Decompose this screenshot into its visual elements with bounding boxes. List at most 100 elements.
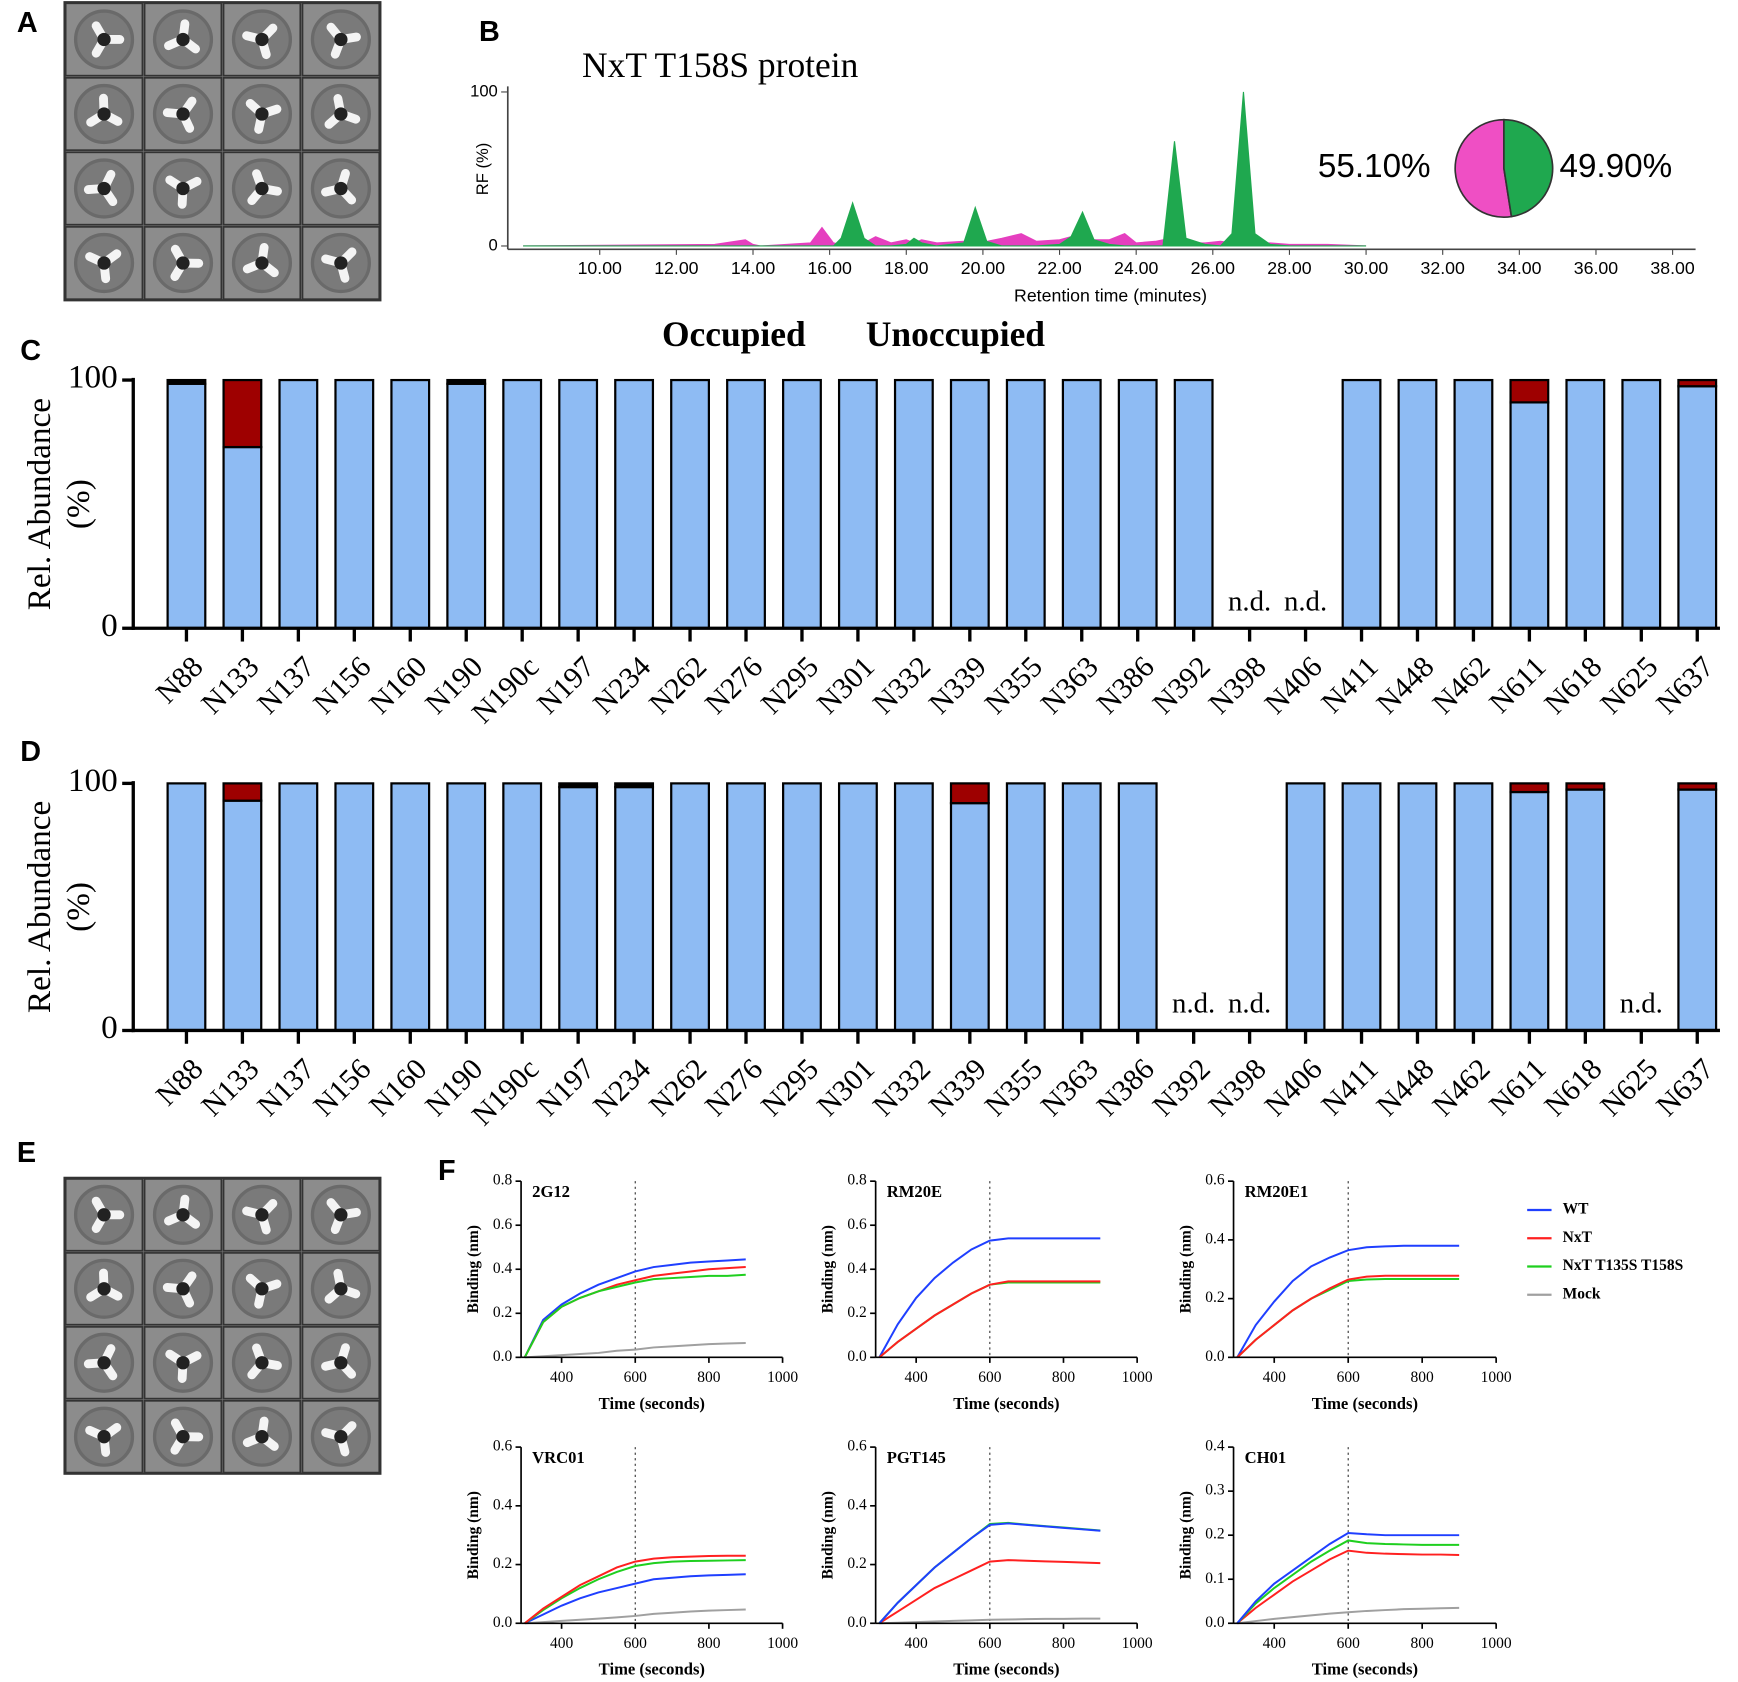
y-tick-label: 0	[101, 1009, 118, 1046]
y-axis-label: (%)	[60, 479, 97, 529]
x-tick-label: N406	[1258, 1052, 1328, 1122]
chart-title: RM20E	[887, 1182, 942, 1201]
x-tick-label: N392	[1146, 1052, 1216, 1122]
x-tick-label: 400	[1263, 1369, 1287, 1386]
y-tick-label: 100	[68, 359, 118, 396]
particle-core	[97, 181, 111, 196]
particle-core	[255, 256, 269, 270]
x-tick-label: N234	[587, 1052, 657, 1122]
particle-core	[176, 107, 190, 121]
bar-segment	[1397, 378, 1438, 630]
y-tick-label: 0.4	[493, 1496, 513, 1513]
bar-segment	[1341, 378, 1382, 630]
bar-segment	[1509, 401, 1550, 630]
bar-segment	[1005, 782, 1046, 1032]
x-tick-label: 400	[905, 1635, 929, 1652]
x-tick-label: N133	[195, 1052, 265, 1122]
particle-core	[97, 32, 111, 47]
bar-segment	[837, 782, 878, 1032]
x-tick-label: 400	[905, 1369, 929, 1386]
x-tick-label: 400	[550, 1369, 574, 1386]
particle-core	[97, 107, 111, 121]
x-tick-label: 30.00	[1344, 258, 1388, 278]
bar-segment	[558, 782, 599, 789]
bar-segment	[782, 782, 822, 1032]
x-tick-label: 600	[1337, 1369, 1361, 1386]
bar-segment	[837, 378, 878, 630]
x-tick-label: N262	[643, 650, 713, 720]
bar-segment	[278, 782, 319, 1032]
x-tick-label: N295	[755, 650, 825, 720]
x-tick-label: 800	[1411, 1635, 1435, 1652]
y-tick-label: 0.2	[493, 1304, 512, 1321]
binding-curve	[879, 1617, 1101, 1625]
binding-curve	[1236, 1274, 1460, 1359]
y-axis-label: Binding (nm)	[820, 1491, 837, 1579]
bar-segment	[446, 782, 487, 1032]
panel-label: A	[17, 7, 38, 39]
x-tick-label: 1000	[1122, 1635, 1153, 1652]
particle-core	[176, 181, 190, 196]
x-tick-label: 22.00	[1037, 258, 1081, 278]
bar-segment	[390, 378, 431, 630]
x-tick-label: 28.00	[1267, 258, 1311, 278]
x-tick-label: 1000	[767, 1369, 798, 1386]
y-axis-label: Rel. Abundance	[21, 801, 58, 1013]
x-tick-label: N339	[923, 650, 993, 720]
particle-core	[334, 1208, 348, 1222]
y-tick-label: 0.2	[493, 1555, 512, 1572]
bar-segment	[446, 378, 487, 385]
bar-segment	[222, 378, 263, 449]
x-tick-label: N625	[1594, 650, 1664, 720]
chart-title: PGT145	[887, 1448, 946, 1467]
bar-segment	[334, 378, 375, 630]
x-tick-label: N295	[755, 1052, 825, 1122]
bar-segment	[1565, 378, 1606, 630]
x-tick-label: 600	[624, 1635, 648, 1652]
x-tick-label: 1000	[1481, 1369, 1512, 1386]
x-tick-label: N411	[1315, 1052, 1385, 1122]
x-tick-label: N363	[1035, 650, 1105, 720]
x-tick-label: N276	[699, 650, 769, 720]
legend-label: Unoccupied	[866, 314, 1045, 354]
particle-core	[97, 1208, 111, 1222]
y-tick-label: 0.8	[847, 1172, 867, 1189]
bar-segment	[166, 782, 207, 1032]
x-tick-label: N262	[643, 1052, 713, 1122]
x-axis-label: Retention time (minutes)	[1014, 286, 1207, 306]
particle-core	[255, 1430, 269, 1444]
x-tick-label: 26.00	[1191, 258, 1235, 278]
bar-segment	[726, 782, 766, 1032]
x-tick-label: 16.00	[807, 258, 851, 278]
x-tick-label: N332	[867, 1052, 937, 1122]
bar-segment	[1117, 782, 1158, 1032]
bar-segment	[1285, 782, 1326, 1032]
binding-curve	[878, 1280, 1101, 1359]
y-tick-label: 0.6	[1205, 1172, 1225, 1189]
x-tick-label: N462	[1426, 650, 1496, 720]
panel-label: F	[438, 1155, 456, 1187]
x-tick-label: 600	[978, 1635, 1002, 1652]
x-axis-label: Time (seconds)	[953, 1660, 1059, 1679]
bar-segment	[1397, 782, 1438, 1032]
y-axis-label: Binding (nm)	[1178, 1491, 1195, 1579]
x-tick-label: 600	[624, 1369, 648, 1386]
x-tick-label: 800	[1052, 1369, 1076, 1386]
x-tick-label: 800	[697, 1635, 721, 1652]
particle-core	[97, 1356, 111, 1370]
value-label: n.d.	[1228, 585, 1271, 617]
bar-segment	[949, 802, 990, 1032]
x-tick-label: 24.00	[1114, 258, 1158, 278]
y-axis-label: Binding (nm)	[465, 1491, 482, 1579]
particle-core	[334, 1356, 348, 1370]
x-tick-label: N234	[587, 650, 657, 720]
particle-core	[255, 32, 269, 47]
particle-core	[334, 32, 348, 47]
value-label: n.d.	[1228, 988, 1271, 1020]
x-tick-label: N137	[251, 650, 321, 720]
particle-core	[176, 256, 190, 270]
bar-segment	[670, 378, 710, 630]
y-tick-label: 0	[101, 607, 118, 644]
